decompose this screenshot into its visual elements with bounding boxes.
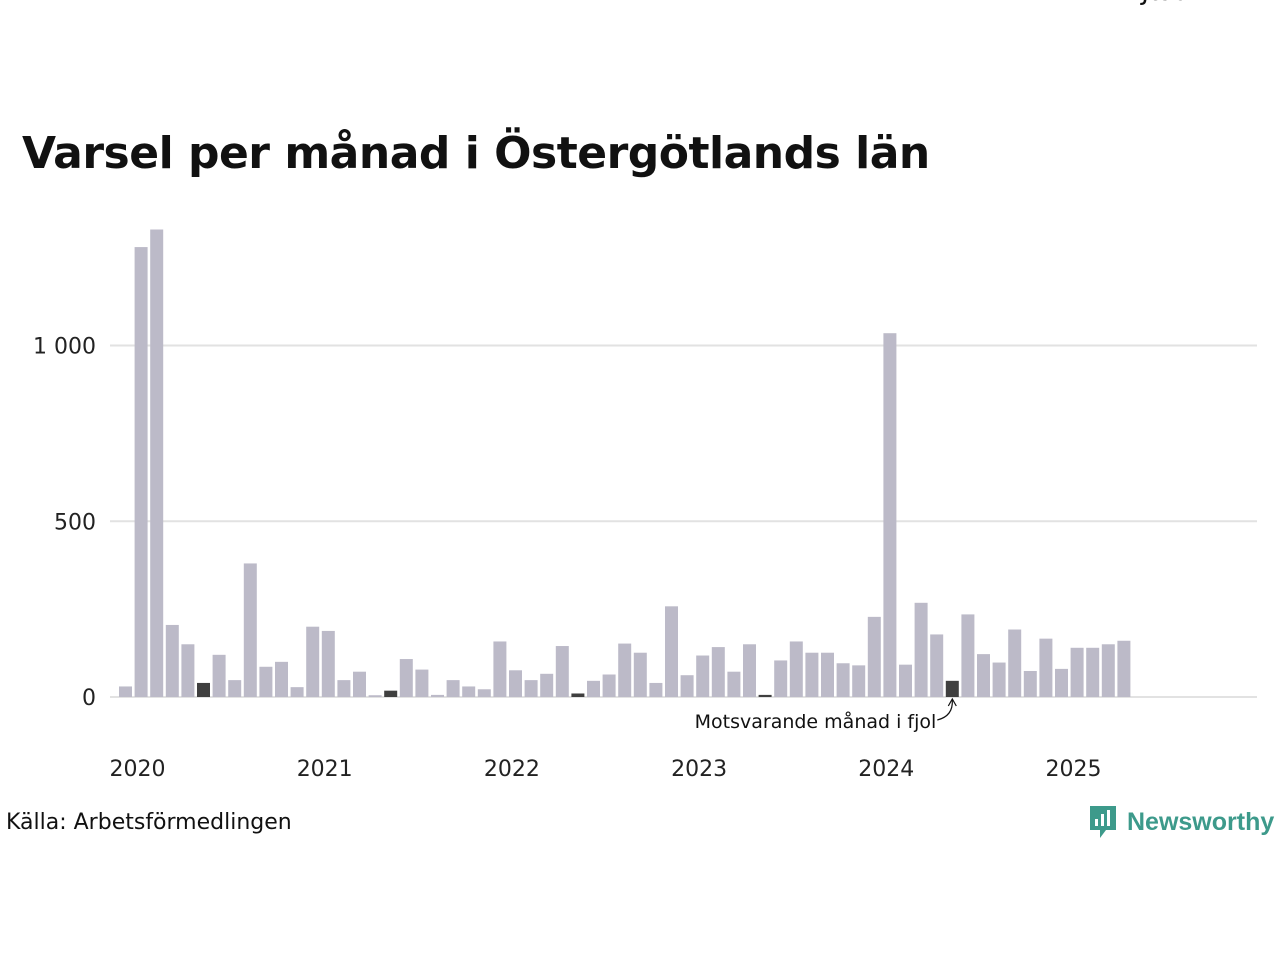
bar	[774, 660, 788, 697]
bar	[883, 333, 897, 697]
bar	[446, 680, 460, 697]
annotation-arrow	[937, 699, 953, 721]
bar	[181, 644, 195, 697]
bar	[150, 229, 164, 697]
bar	[524, 680, 538, 697]
bar	[540, 673, 554, 697]
y-axis-ticks: 0 500 1 000	[33, 335, 96, 712]
bar	[477, 689, 491, 697]
bar	[259, 666, 273, 697]
bar	[321, 630, 335, 697]
bar	[758, 694, 772, 697]
bar	[1101, 644, 1115, 697]
annotation-arrowhead	[947, 697, 957, 707]
bar	[633, 652, 647, 697]
bar	[1117, 640, 1131, 697]
bar	[727, 671, 741, 697]
x-tick-label: 2025	[1046, 757, 1102, 782]
bar	[415, 669, 429, 697]
y-tick-label: 0	[82, 686, 96, 711]
bars	[119, 229, 1131, 697]
brand-name: Newsworthy	[1127, 807, 1275, 836]
bar	[197, 682, 210, 697]
x-tick-label: 2020	[110, 757, 166, 782]
y-tick-label: 1 000	[33, 335, 96, 360]
bar	[165, 624, 179, 697]
bar	[992, 662, 1006, 697]
bar	[337, 680, 351, 697]
bar	[306, 626, 320, 697]
bar	[134, 247, 148, 697]
bar	[836, 663, 850, 697]
bar	[431, 694, 444, 697]
bar	[212, 654, 226, 697]
bar	[1039, 638, 1053, 697]
source-note: Källa: Arbetsförmedlingen	[6, 810, 292, 835]
bar	[353, 671, 366, 697]
bar	[602, 674, 616, 697]
bar	[805, 652, 819, 697]
gridlines	[110, 344, 1257, 698]
bar	[555, 646, 569, 697]
bar	[930, 634, 944, 697]
x-tick-label: 2023	[671, 757, 727, 782]
bar	[945, 680, 959, 697]
bar	[1008, 629, 1022, 697]
bar	[1055, 668, 1068, 697]
bar-chart: 0 500 1 000 2020 2021 2022 2023 2024 2025 Juni1…	[33, 0, 1257, 782]
bar	[789, 641, 803, 697]
current-month-label: Juni	[1139, 0, 1187, 6]
bar	[1023, 670, 1037, 697]
bar	[290, 687, 304, 697]
bar	[399, 659, 413, 697]
bar	[228, 680, 242, 697]
chart-title: Varsel per månad i Östergötlands län	[22, 128, 930, 179]
bar	[852, 665, 866, 697]
bar	[1070, 647, 1084, 697]
bar	[665, 606, 678, 697]
bar	[867, 616, 881, 697]
bar	[462, 686, 476, 697]
newsworthy-logo-icon	[1090, 806, 1116, 838]
annotation-text: Motsvarande månad i fjol	[695, 710, 937, 733]
bar	[493, 641, 507, 697]
bar	[821, 652, 834, 697]
bar	[680, 675, 694, 697]
bar	[587, 680, 600, 697]
bar	[618, 643, 632, 697]
x-axis-year-labels: 2020 2021 2022 2023 2024 2025	[110, 757, 1102, 782]
x-tick-label: 2021	[297, 757, 353, 782]
x-tick-label: 2024	[858, 757, 914, 782]
bar	[711, 647, 725, 697]
bar	[961, 614, 975, 697]
bar	[119, 686, 132, 697]
brand-logo-group[interactable]: Newsworthy	[1088, 804, 1274, 840]
bar	[275, 661, 288, 697]
bar	[243, 563, 257, 697]
bar	[696, 655, 710, 697]
bar	[368, 695, 382, 697]
y-tick-label: 500	[54, 510, 96, 535]
bar	[899, 664, 912, 697]
bar	[977, 654, 990, 697]
bar	[743, 644, 756, 697]
bar	[649, 682, 663, 697]
annotations: Juni160 Motsvarande månad i fjol	[695, 0, 1189, 733]
bar	[509, 670, 522, 697]
current-value-label: 160	[1141, 0, 1189, 6]
bar	[1086, 647, 1100, 697]
bar	[914, 602, 928, 697]
bar	[384, 690, 398, 697]
bar	[571, 693, 585, 697]
x-tick-label: 2022	[484, 757, 540, 782]
